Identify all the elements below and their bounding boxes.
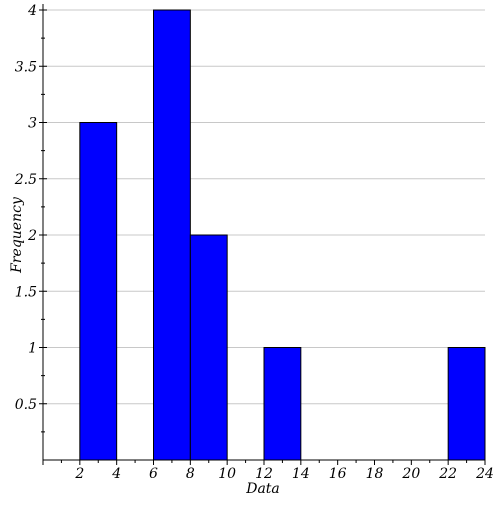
ticks: 2 4 6 8 10 12 14 16 18 20 22 240.511.522.533.54	[14, 3, 494, 482]
y-tick-label: 1.5	[15, 284, 37, 300]
histogram-bar	[79, 122, 118, 461]
y-tick-label: 3.5	[15, 59, 37, 75]
y-tick-label: 3	[28, 116, 37, 132]
x-tick-label: 20	[401, 466, 420, 482]
x-tick-label: 24	[475, 466, 494, 482]
x-axis-label: Data	[245, 481, 280, 497]
x-tick-label: 4	[111, 466, 121, 482]
x-tick-label: 22	[438, 466, 457, 482]
x-tick-label: 6	[149, 466, 158, 482]
x-tick-label: 8	[186, 466, 195, 482]
y-axis-label: Frequency	[9, 196, 25, 274]
x-tick-label: 18	[366, 466, 384, 482]
histogram-bar	[263, 347, 302, 461]
y-tick-label: 0.5	[15, 397, 37, 413]
histogram-bar	[189, 234, 228, 461]
x-tick-label: 14	[292, 466, 310, 482]
bars	[79, 9, 486, 461]
x-tick-label: 12	[255, 466, 273, 482]
histogram-bar	[447, 347, 486, 461]
y-tick-label: 2	[27, 228, 37, 244]
histogram-bar	[153, 9, 191, 461]
x-tick-label: 2	[74, 466, 84, 482]
y-tick-label: 1	[28, 341, 37, 357]
x-tick-label: 16	[329, 466, 347, 482]
y-tick-label: 2.5	[14, 172, 37, 188]
x-tick-label: 10	[218, 466, 236, 482]
y-tick-label: 4	[27, 3, 37, 19]
